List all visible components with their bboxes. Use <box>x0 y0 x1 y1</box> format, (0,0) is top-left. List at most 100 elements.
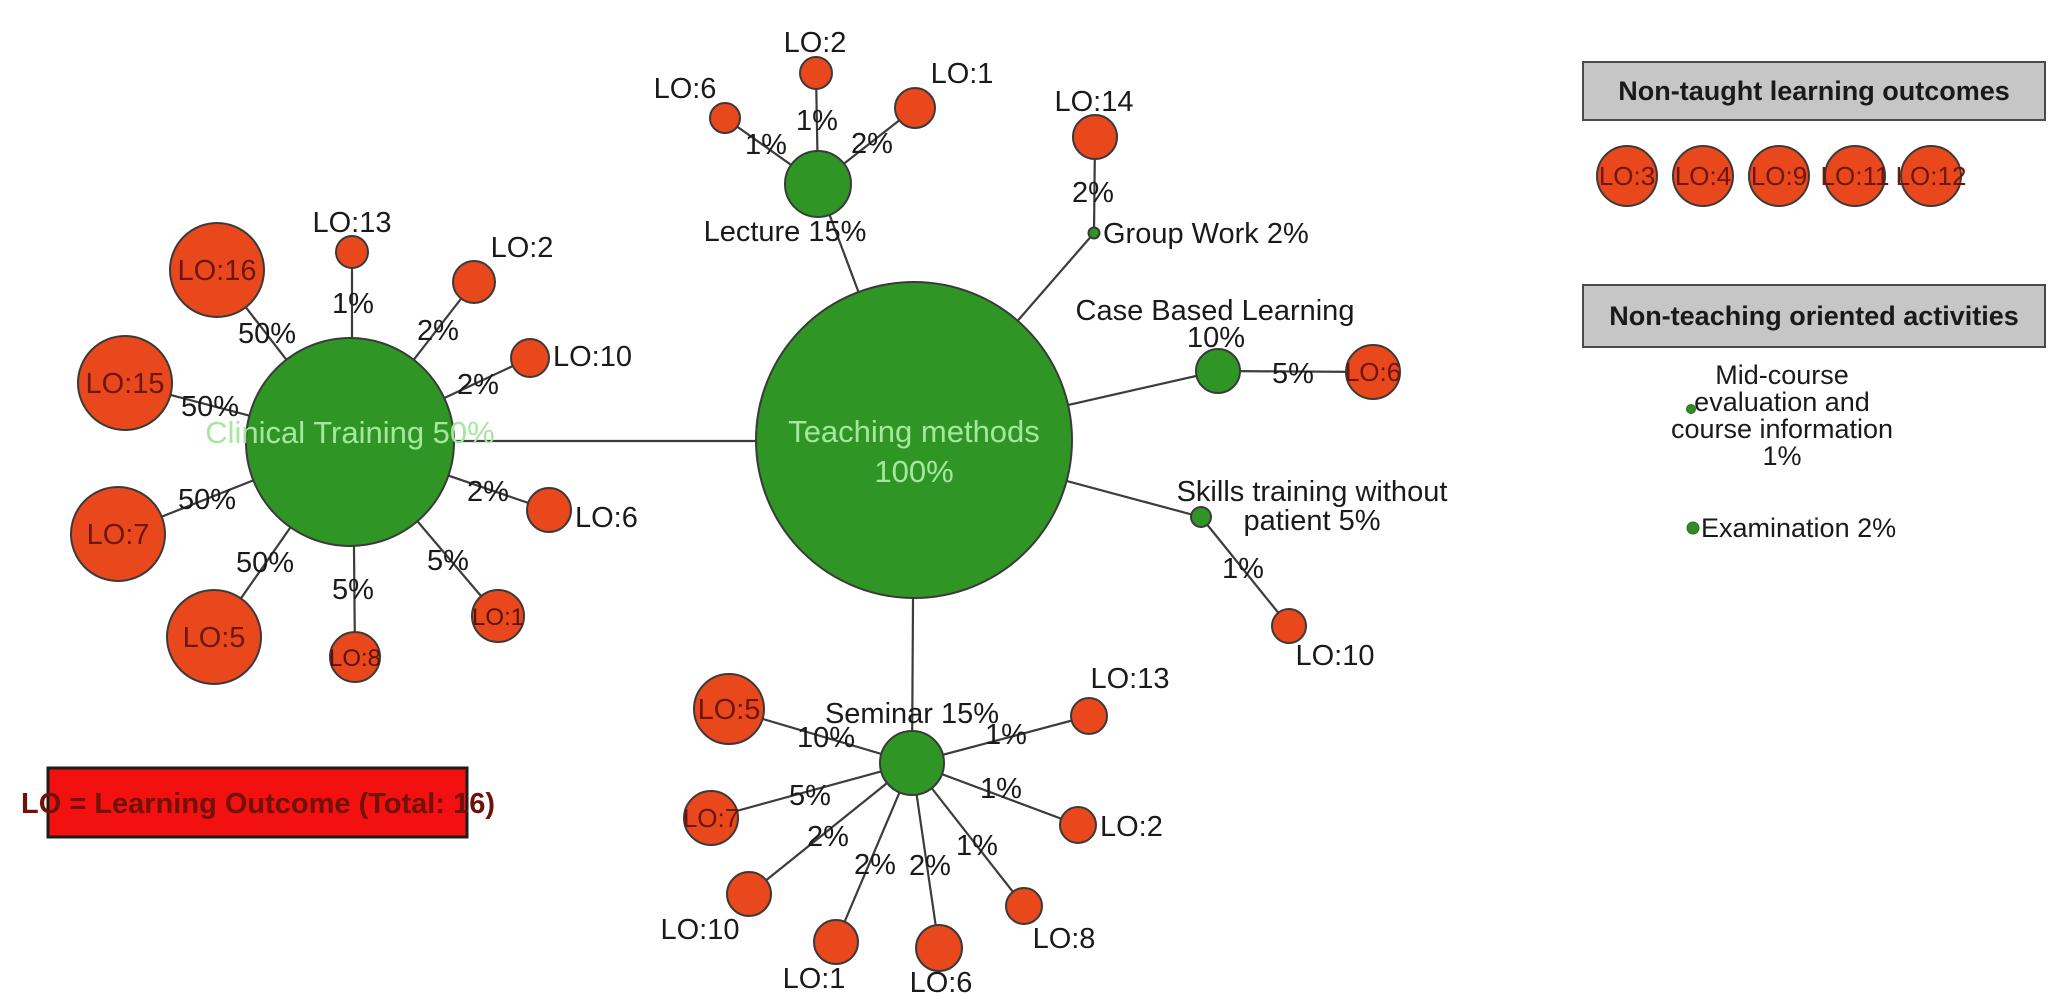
seminar-lo1-label: LO:1 <box>783 963 846 995</box>
lecture-lo1-label: LO:1 <box>931 58 994 90</box>
node-clinical-lo13 <box>335 235 369 269</box>
node-clinical-lo10 <box>510 338 550 378</box>
casebased-lo6-pct: 5% <box>1272 358 1314 390</box>
groupwork-lo14-pct: 2% <box>1072 177 1114 209</box>
node-lecture-lo1 <box>894 87 936 129</box>
node-skills-lo10 <box>1271 608 1307 644</box>
groupwork-lo14-label: LO:14 <box>1055 86 1134 118</box>
examination-dot-icon <box>1686 521 1700 535</box>
clinical-lo2-pct: 2% <box>417 315 459 347</box>
node-clinical-lo16 <box>169 222 265 318</box>
midcourse-line1: Mid-course <box>1715 360 1849 390</box>
node-seminar-lo10 <box>726 871 772 917</box>
lecture-label: Lecture 15% <box>704 216 867 248</box>
note: LO = Learning Outcome (Total: 16) <box>21 766 495 839</box>
clinical-lo2-label: LO:2 <box>491 232 554 264</box>
node-clinical-lo5 <box>166 589 262 685</box>
node-clinical-lo2 <box>452 260 496 304</box>
seminar-lo13-label: LO:13 <box>1091 663 1170 695</box>
seminar-lo1-pct: 2% <box>854 849 896 881</box>
node-seminar-lo2 <box>1059 806 1097 844</box>
skills-label-line2: patient 5% <box>1243 505 1380 537</box>
legend-non-teaching: Non-teaching oriented activities Mid-cou… <box>1582 284 2046 543</box>
case-based-title: Case Based Learning <box>1076 295 1355 327</box>
edge-seminar-lo10 <box>748 762 913 895</box>
clinical-lo1-label: LO:1 <box>472 604 524 631</box>
node-case-based-learning <box>1195 348 1241 394</box>
note-label: LO = Learning Outcome (Total: 16) <box>21 788 495 820</box>
clinical-lo16-pct: 50% <box>238 318 296 350</box>
node-seminar-lo13 <box>1070 697 1108 735</box>
non-taught-title: Non-taught learning outcomes <box>1618 76 2010 106</box>
non-taught-lo12-circle <box>1900 145 1962 207</box>
node-groupwork-lo14 <box>1072 114 1118 160</box>
lecture-lo2-pct: 1% <box>796 105 838 137</box>
clinical-lo8-label: LO:8 <box>329 645 381 672</box>
seminar-lo6-label: LO:6 <box>910 967 973 999</box>
lecture-lo6-label: LO:6 <box>654 73 717 105</box>
seminar-lo5-pct: 10% <box>797 722 855 754</box>
non-taught-lo11-circle <box>1824 145 1886 207</box>
clinical-lo16-label: LO:16 <box>178 255 257 287</box>
clinical-lo5-label: LO:5 <box>183 622 246 654</box>
seminar-lo6-pct: 2% <box>909 850 951 882</box>
midcourse-line4: 1% <box>1762 441 1801 471</box>
non-taught-lo4-label: LO:4 <box>1675 161 1731 191</box>
clinical-lo1-pct: 5% <box>427 545 469 577</box>
lecture-lo2-label: LO:2 <box>784 27 847 59</box>
clinical-lo5-pct: 50% <box>236 547 294 579</box>
teaching-methods-label-line2: 100% <box>874 454 953 489</box>
seminar-lo10-pct: 2% <box>807 821 849 853</box>
teaching-methods-label-line1: Teaching methods <box>788 414 1040 449</box>
clinical-lo13-label: LO:13 <box>313 207 392 239</box>
clinical-lo10-pct: 2% <box>457 369 499 401</box>
node-lecture <box>784 150 852 218</box>
non-teaching-title: Non-teaching oriented activities <box>1609 301 2019 331</box>
node-group-work-dot <box>1087 226 1101 240</box>
node-seminar <box>879 730 945 796</box>
clinical-training-label: Clinical Training 50% <box>205 415 494 450</box>
seminar-lo8-pct: 1% <box>956 830 998 862</box>
clinical-lo8-pct: 5% <box>332 574 374 606</box>
seminar-lo10-label: LO:10 <box>661 914 740 946</box>
skills-lo10-pct: 1% <box>1222 553 1264 585</box>
seminar-lo13-pct: 1% <box>985 719 1027 751</box>
casebased-lo6-label: LO:6 <box>1345 357 1401 387</box>
midcourse-line3: course information <box>1671 414 1893 444</box>
lecture-lo1-pct: 2% <box>851 128 893 160</box>
lecture-lo6-pct: 1% <box>745 129 787 161</box>
skills-label-line1: Skills training without <box>1177 476 1448 508</box>
seminar-lo8-label: LO:8 <box>1033 923 1096 955</box>
case-based-pct: 10% <box>1187 322 1245 354</box>
midcourse-dot-icon <box>1686 404 1696 414</box>
midcourse-line2: evaluation and <box>1694 387 1870 417</box>
node-seminar-lo8 <box>1005 887 1043 925</box>
non-taught-title-box <box>1582 61 2046 121</box>
node-seminar-lo1 <box>813 919 859 965</box>
clinical-lo7-label: LO:7 <box>87 519 150 551</box>
edge-skills-lo10 <box>1200 516 1290 627</box>
node-clinical-lo7 <box>70 486 166 582</box>
node-skills-training-dot <box>1190 506 1212 528</box>
seminar-lo2-label: LO:2 <box>1100 811 1163 843</box>
node-seminar-lo7 <box>683 790 739 846</box>
clinical-lo15-pct: 50% <box>181 391 239 423</box>
clinical-lo13-pct: 1% <box>332 288 374 320</box>
node-clinical-lo8 <box>329 631 381 683</box>
legend-non-taught: Non-taught learning outcomes LO:3 LO:4 L… <box>1582 61 2046 207</box>
node-seminar-lo6 <box>915 924 963 972</box>
clinical-lo6-pct: 2% <box>467 476 509 508</box>
seminar-lo7-pct: 5% <box>789 780 831 812</box>
seminar-lo2-pct: 1% <box>980 773 1022 805</box>
non-taught-lo11-label: LO:11 <box>1821 161 1890 191</box>
non-taught-lo3-circle <box>1596 145 1658 207</box>
skills-lo10-label: LO:10 <box>1296 640 1375 672</box>
nodes <box>70 56 1401 972</box>
non-taught-lo3-label: LO:3 <box>1599 161 1655 191</box>
seminar-label: Seminar 15% <box>825 698 999 730</box>
examination-label: Examination 2% <box>1701 513 1896 543</box>
node-clinical-lo15 <box>77 335 173 431</box>
node-clinical-training <box>245 337 455 547</box>
